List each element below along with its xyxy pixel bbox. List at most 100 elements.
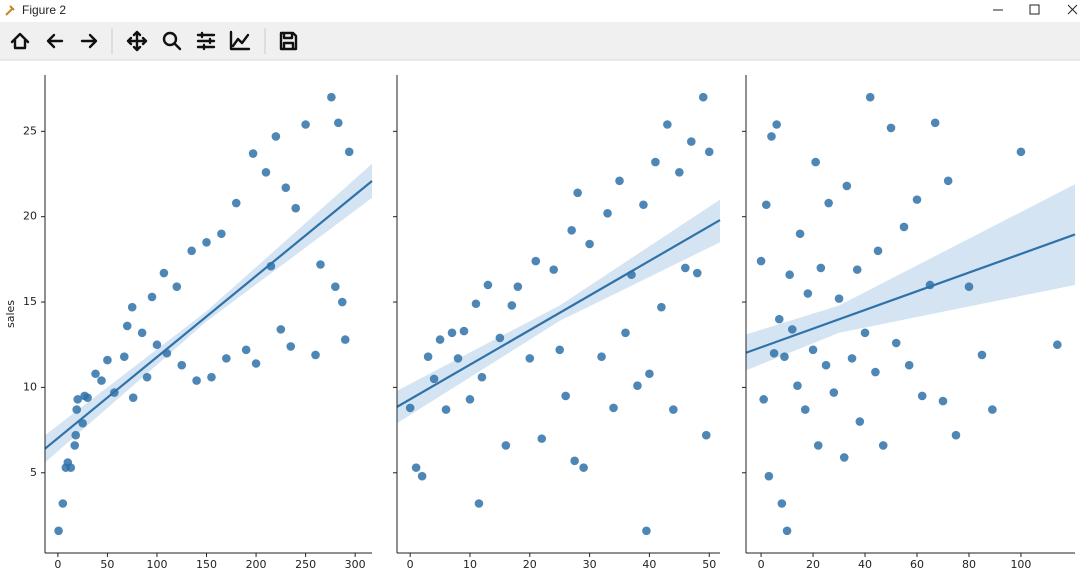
scatter-point [459,326,469,336]
forward-button[interactable] [80,33,98,49]
zoom-button[interactable] [162,31,182,51]
scatter-point [327,92,336,102]
scatter-point [441,405,451,414]
scatter-point [772,120,781,129]
scatter-point [507,301,517,310]
x-tick-label: 100 [146,558,167,571]
scatter-point [793,381,802,391]
y-tick-label: 15 [23,295,37,308]
scatter-point [813,441,823,450]
scatter-point [549,265,559,274]
scatter-point [824,198,833,208]
scatter-point [159,268,169,278]
scatter-point [692,268,702,278]
scatter-point [465,395,475,404]
scatter-point [207,372,216,382]
scatter-point [103,355,112,365]
maximize-button[interactable] [1029,4,1040,15]
confidence-band [746,184,1075,371]
scatter-point [331,282,340,291]
scatter-point [943,176,953,186]
confidence-band [45,163,372,463]
scatter-point [271,132,281,141]
scatter-point [281,183,291,192]
x-tick-label: 0 [54,558,61,571]
scatter-point [579,463,588,472]
scatter-point [891,338,901,348]
scatter-point [97,376,106,385]
scatter-point [816,263,826,273]
scatter-point [803,289,813,298]
scatter-point [54,526,63,536]
scatter-point [127,302,137,312]
scatter-point [567,226,576,235]
scatter-point [429,374,439,384]
scatter-point [811,157,820,167]
regression-line [44,180,373,450]
scatter-point [977,350,987,360]
scatter-point [839,453,849,462]
scatter-point [774,314,784,324]
scatter-point [573,188,582,198]
scatter-point [471,299,481,309]
scatter-point [899,222,909,232]
edit-axes-button[interactable] [229,30,251,51]
scatter-point [609,403,618,413]
scatter-point [411,463,421,472]
scatter-point [248,149,258,158]
scatter-point [681,263,690,273]
scatter-point [759,395,768,404]
scatter-point [537,434,547,443]
regression-line [745,233,1076,354]
scatter-point [251,359,261,368]
scatter-point [311,350,320,360]
scatter-point [137,328,147,338]
scatter-point [912,195,922,204]
scatter-point [531,256,541,266]
scatter-point [852,265,862,274]
scatter-point [71,430,81,440]
scatter-point [800,405,810,414]
scatter-point [663,120,672,129]
scatter-point [78,418,87,428]
scatter-point [266,261,276,271]
close-button[interactable] [1067,4,1078,15]
scatter-point [904,360,914,370]
scatter-point [704,147,714,157]
scatter-point [651,157,660,167]
scatter-point [782,526,792,536]
home-button[interactable] [10,32,30,50]
save-button[interactable] [279,31,298,51]
scatter-point [886,123,896,133]
scatter-point [344,147,354,157]
scatter-point [286,342,296,351]
configure-button[interactable] [196,31,216,51]
scatter-point [615,176,624,186]
pan-button[interactable] [126,30,148,52]
confidence-band [397,199,720,424]
scatter-point [597,352,606,361]
scatter-point [675,168,684,177]
scatter-point [633,381,642,391]
scatter-point [217,229,226,239]
scatter-point [657,302,666,312]
x-tick-label: 60 [910,558,924,571]
x-tick-label: 100 [1010,558,1031,571]
scatter-point [855,417,865,426]
scatter-point [555,345,564,355]
scatter-point [291,203,301,213]
scatter-point [261,168,271,177]
window-title: Figure 2 [22,3,66,17]
regression-line [396,219,721,408]
x-tick-label: 50 [100,558,114,571]
scatter-point [829,388,839,397]
back-button[interactable] [46,33,64,49]
scatter-point [878,441,888,450]
x-tick-label: 150 [196,558,217,571]
toolbar [0,22,1080,60]
y-tick-label: 20 [23,210,37,223]
scatter-point [834,294,844,303]
scatter-point [764,471,774,481]
scatter-point [70,441,80,450]
